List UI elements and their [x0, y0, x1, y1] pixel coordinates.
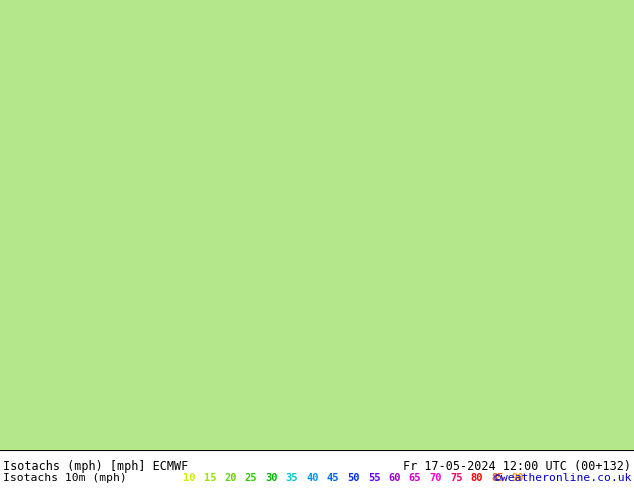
Text: 60: 60 [388, 473, 401, 483]
Text: Isotachs 10m (mph): Isotachs 10m (mph) [3, 473, 127, 483]
Text: 35: 35 [286, 473, 298, 483]
Text: 65: 65 [409, 473, 422, 483]
Text: 50: 50 [347, 473, 359, 483]
Text: 10: 10 [183, 473, 195, 483]
Text: 45: 45 [327, 473, 339, 483]
Text: 30: 30 [265, 473, 278, 483]
Text: 70: 70 [429, 473, 442, 483]
Text: 55: 55 [368, 473, 380, 483]
Text: Isotachs (mph) [mph] ECMWF: Isotachs (mph) [mph] ECMWF [3, 460, 188, 473]
Text: 85: 85 [491, 473, 503, 483]
Text: 90: 90 [512, 473, 524, 483]
Text: 75: 75 [450, 473, 462, 483]
Text: 40: 40 [306, 473, 319, 483]
Text: 15: 15 [204, 473, 216, 483]
Text: 25: 25 [245, 473, 257, 483]
Text: 20: 20 [224, 473, 236, 483]
Text: ©weatheronline.co.uk: ©weatheronline.co.uk [493, 473, 631, 483]
Text: 80: 80 [470, 473, 483, 483]
Text: Fr 17-05-2024 12:00 UTC (00+132): Fr 17-05-2024 12:00 UTC (00+132) [403, 460, 631, 473]
